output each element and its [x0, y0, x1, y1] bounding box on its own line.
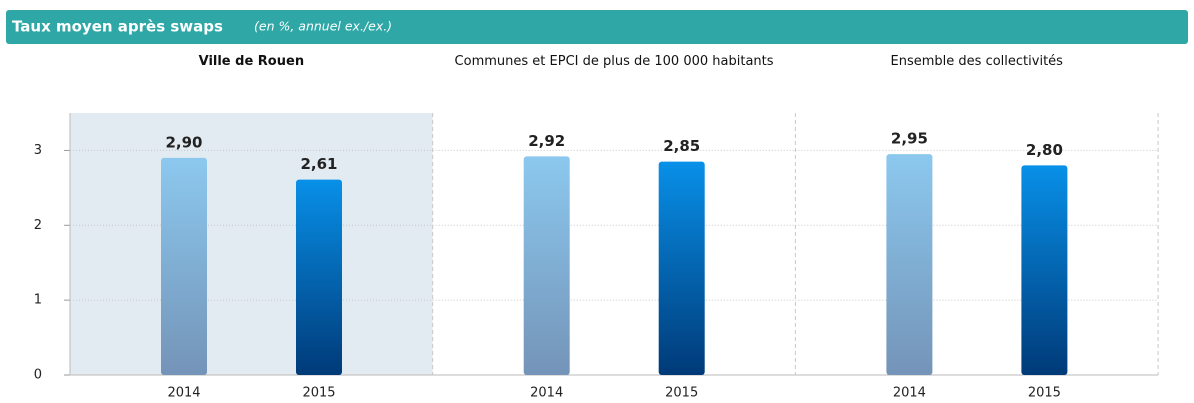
bar	[1021, 165, 1068, 375]
header-title: Taux moyen après swaps	[12, 18, 223, 36]
value-label: 2,90	[165, 133, 202, 151]
x-tick-label: 2015	[1028, 386, 1061, 401]
bar	[161, 157, 207, 375]
x-tick-label: 2014	[167, 386, 200, 401]
panel-title: Communes et EPCI de plus de 100 000 habi…	[454, 54, 774, 69]
y-tick-label: 1	[34, 293, 42, 308]
bar	[658, 161, 705, 375]
x-tick-label: 2015	[665, 386, 698, 401]
value-label: 2,80	[1026, 141, 1063, 159]
y-tick-label: 2	[34, 218, 42, 233]
x-tick-label: 2015	[302, 386, 335, 401]
bar	[296, 179, 342, 375]
value-label: 2,95	[891, 130, 928, 148]
panel-highlight	[70, 113, 433, 375]
value-label: 2,85	[663, 137, 700, 155]
y-tick-label: 0	[34, 368, 42, 383]
header-subtitle: (en %, annuel ex./ex.)	[254, 19, 392, 34]
value-label: 2,61	[300, 155, 337, 173]
value-label: 2,92	[528, 132, 565, 150]
bar	[886, 154, 933, 375]
panel-title: Ensemble des collectivités	[890, 54, 1063, 69]
y-tick-label: 3	[34, 143, 42, 158]
panel-title: Ville de Rouen	[198, 54, 305, 69]
x-tick-label: 2014	[893, 386, 926, 401]
bar	[523, 156, 570, 375]
header-bar	[6, 10, 1188, 44]
x-tick-label: 2014	[530, 386, 563, 401]
